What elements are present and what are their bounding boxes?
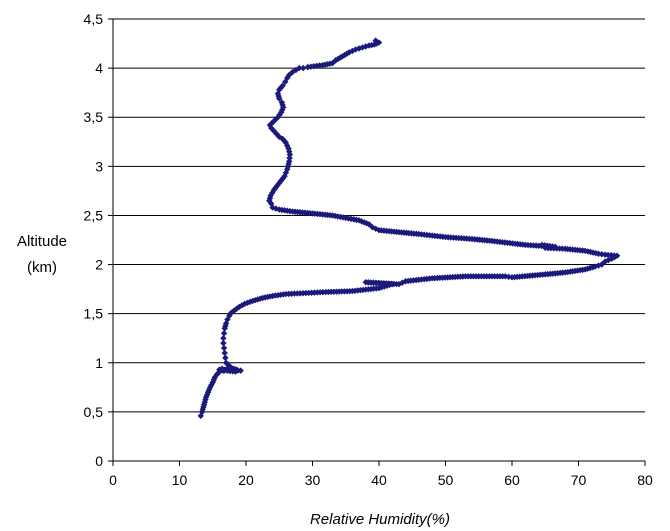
y-tick-label: 1,5 [84, 306, 104, 322]
data-point [371, 41, 378, 48]
x-tick-label: 10 [172, 472, 188, 488]
x-tick-label: 30 [305, 472, 321, 488]
y-tick-label: 2 [95, 257, 103, 273]
data-point [230, 307, 238, 314]
y-axis-title-line-1: Altitude [17, 233, 67, 250]
data-point [220, 339, 227, 347]
x-tick-label: 40 [371, 472, 387, 488]
data-point [222, 354, 229, 362]
data-point [220, 344, 228, 352]
axes [108, 18, 646, 466]
data-point [269, 189, 276, 197]
data-point [279, 82, 286, 89]
data-point [589, 264, 596, 271]
x-tick-label: 80 [637, 472, 653, 488]
data-point [274, 182, 281, 189]
y-tick-label: 4,5 [84, 11, 104, 27]
data-point [605, 256, 612, 264]
data-point [276, 111, 283, 118]
y-tick-label: 3,5 [84, 109, 104, 125]
data-point [276, 86, 283, 93]
data-point [316, 62, 323, 69]
data-point [349, 47, 356, 55]
y-tick-labels: 0 0,5 1 1,5 2 2,5 3 3,5 4 4,5 [84, 11, 104, 469]
data-point [296, 64, 303, 72]
data-point [289, 68, 296, 76]
x-tick-label: 50 [438, 472, 454, 488]
data-point [372, 37, 379, 44]
data-point [607, 252, 615, 259]
data-point [204, 389, 212, 396]
data-point [369, 224, 376, 231]
data-point [282, 169, 290, 176]
data-point [206, 384, 214, 391]
data-point [197, 412, 204, 420]
data-point [284, 142, 291, 149]
data-point [299, 64, 307, 72]
data-point [210, 376, 217, 384]
grid-lines [113, 18, 645, 413]
y-tick-label: 0 [95, 453, 103, 469]
data-point [341, 51, 348, 59]
data-point [266, 121, 274, 129]
y-axis-title-line-2: (km) [27, 259, 57, 276]
data-point [595, 262, 602, 269]
y-tick-label: 0,5 [84, 404, 104, 420]
y-tick-label: 4 [95, 60, 103, 76]
y-tick-label: 1 [95, 355, 103, 371]
data-point [595, 250, 602, 257]
x-tick-label: 20 [238, 472, 254, 488]
data-point [604, 251, 612, 259]
x-tick-label: 60 [504, 472, 520, 488]
data-point [339, 53, 346, 60]
data-point [221, 349, 228, 357]
data-point [272, 115, 280, 123]
data-point [586, 264, 594, 272]
data-point [601, 251, 609, 258]
x-tick-label: 70 [571, 472, 587, 488]
x-tick-labels: 0 10 20 30 40 50 60 70 80 [109, 472, 653, 488]
data-point [276, 133, 283, 141]
data-point [601, 258, 609, 265]
data-point [584, 265, 591, 272]
x-tick-label: 0 [109, 472, 117, 488]
data-point [598, 251, 605, 258]
data-point [222, 359, 230, 366]
data-point [220, 330, 228, 337]
data-point [220, 335, 227, 342]
data-point [203, 391, 211, 398]
y-tick-label: 2,5 [84, 207, 104, 223]
data-point [233, 305, 240, 312]
data-point [584, 248, 592, 255]
data-point [269, 204, 276, 211]
data-point [278, 99, 286, 106]
x-axis-title: Relative Humidity(%) [310, 511, 450, 528]
data-points [197, 37, 621, 420]
data-point [613, 252, 621, 259]
y-tick-label: 3 [95, 158, 103, 174]
